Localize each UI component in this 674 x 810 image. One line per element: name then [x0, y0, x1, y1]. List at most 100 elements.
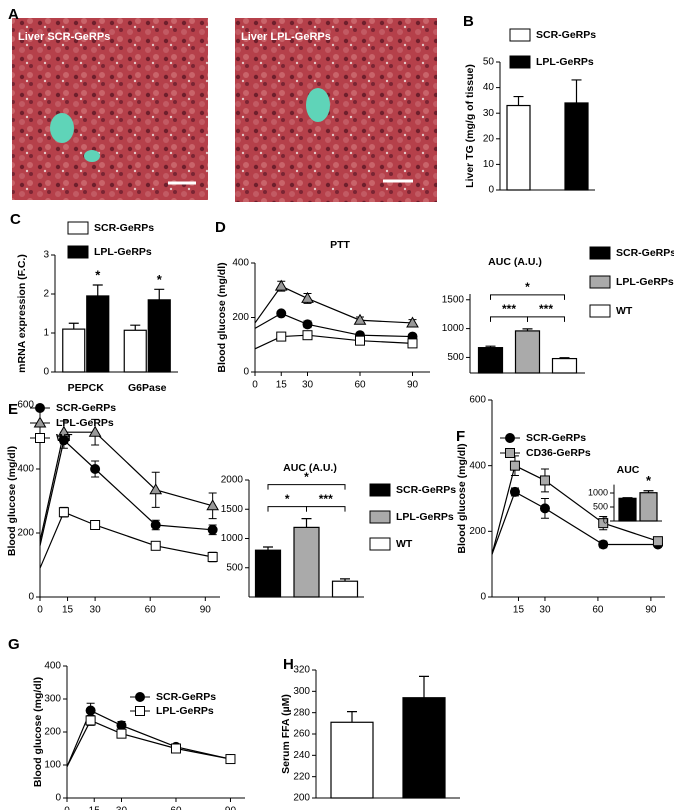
- bar: [551, 357, 578, 374]
- significance: *: [157, 272, 163, 287]
- legend-marker: [505, 433, 515, 443]
- x-tick-label: 30: [302, 380, 314, 391]
- error-bar: [68, 322, 79, 330]
- legend-swatch: [369, 510, 391, 524]
- panel-letter: B: [463, 13, 474, 30]
- bracket: [490, 316, 528, 322]
- legend-label: WT: [616, 305, 633, 317]
- x-tick-label: 0: [37, 605, 43, 616]
- bracket-label: ***: [319, 492, 333, 506]
- bar: [86, 295, 110, 373]
- point: [116, 728, 127, 739]
- legend-swatch: [67, 221, 89, 235]
- x-tick-label: 30: [116, 806, 128, 810]
- error-bar: [340, 578, 350, 582]
- y-tick-label: 280: [293, 707, 310, 718]
- error-bar: [559, 357, 570, 359]
- point: [57, 425, 71, 437]
- x-tick-label: G6Pase: [128, 382, 167, 394]
- image-label: Liver SCR-GeRPs: [18, 31, 110, 43]
- error-bar: [485, 345, 496, 348]
- error-bar: [571, 79, 582, 103]
- y-tick-label: 0: [28, 592, 34, 603]
- point: [90, 520, 101, 530]
- micrograph-scr: [12, 18, 208, 200]
- bar: [293, 526, 320, 598]
- x-tick-label: 90: [407, 380, 419, 391]
- y-tick-label: 0: [603, 515, 608, 525]
- y-tick-label: 600: [469, 395, 486, 406]
- y-tick-label: 200: [17, 528, 34, 539]
- legend-label: LPL-GeRPs: [56, 417, 114, 429]
- point: [355, 335, 365, 346]
- point: [207, 552, 218, 562]
- legend-label: SCR-GeRPs: [526, 432, 586, 444]
- error-bar: [154, 288, 165, 300]
- y-tick-label: 0: [55, 793, 61, 804]
- y-tick-label: 200: [232, 312, 249, 323]
- bracket: [527, 316, 565, 322]
- legend-swatch: [67, 245, 89, 259]
- bar: [639, 492, 658, 522]
- legend-label: SCR-GeRPs: [616, 247, 674, 259]
- legend-label: LPL-GeRPs: [536, 56, 594, 68]
- legend-label: LPL-GeRPs: [156, 705, 214, 717]
- y-tick-label: 320: [293, 665, 310, 676]
- bar: [331, 580, 359, 598]
- legend-label: LPL-GeRPs: [616, 276, 674, 288]
- point: [149, 483, 163, 495]
- legend-marker: [33, 416, 47, 428]
- y-axis-label: Blood glucose (mg/dl): [6, 446, 18, 556]
- y-tick-label: 1: [43, 328, 49, 339]
- error-bar: [92, 284, 103, 296]
- legend-label: CD36-GeRPs: [526, 447, 591, 459]
- legend-label: SCR-GeRPs: [536, 29, 596, 41]
- bracket: [306, 506, 346, 512]
- micrograph-lpl: [235, 18, 437, 202]
- legend-marker: [35, 433, 45, 443]
- point: [407, 338, 418, 349]
- legend-marker: [135, 692, 145, 702]
- bar: [514, 330, 541, 374]
- legend-label: SCR-GeRPs: [156, 691, 216, 703]
- bar: [62, 328, 86, 373]
- y-tick-label: 0: [480, 592, 486, 603]
- error-bar: [513, 95, 524, 106]
- error-bar: [643, 490, 654, 493]
- point: [206, 499, 220, 511]
- bar: [330, 721, 374, 799]
- y-tick-label: 200: [44, 727, 61, 738]
- x-tick-label: PEPCK: [68, 382, 105, 394]
- legend-label: WT: [396, 538, 413, 550]
- bar: [254, 549, 282, 598]
- y-axis-label: Blood glucose (mg/dl): [216, 262, 228, 372]
- bracket-label: *: [304, 470, 309, 484]
- y-tick-label: 400: [44, 661, 61, 672]
- y-tick-label: 1500: [221, 504, 244, 515]
- bracket: [267, 506, 307, 512]
- legend-marker: [505, 448, 515, 458]
- y-tick-label: 1000: [442, 323, 465, 334]
- x-tick-label: 90: [225, 806, 237, 810]
- y-tick-label: 20: [483, 133, 495, 144]
- x-tick-label: 60: [592, 605, 604, 616]
- legend-marker: [35, 403, 45, 413]
- bar: [564, 102, 589, 191]
- x-tick-label: 15: [62, 605, 74, 616]
- bracket-label: *: [525, 280, 530, 294]
- chart-title: AUC: [617, 464, 640, 476]
- legend-label: WT: [56, 432, 73, 444]
- series-line: [39, 439, 213, 546]
- error-bar: [130, 324, 141, 331]
- bar: [477, 347, 504, 374]
- point: [302, 319, 313, 330]
- y-tick-label: 2: [43, 289, 49, 300]
- point: [58, 507, 69, 518]
- y-tick-label: 0: [243, 367, 249, 378]
- x-tick-label: 90: [645, 605, 657, 616]
- y-tick-label: 0: [43, 367, 49, 378]
- panel-letter: D: [215, 219, 226, 236]
- point: [85, 715, 96, 726]
- point: [598, 518, 609, 529]
- point: [225, 754, 236, 765]
